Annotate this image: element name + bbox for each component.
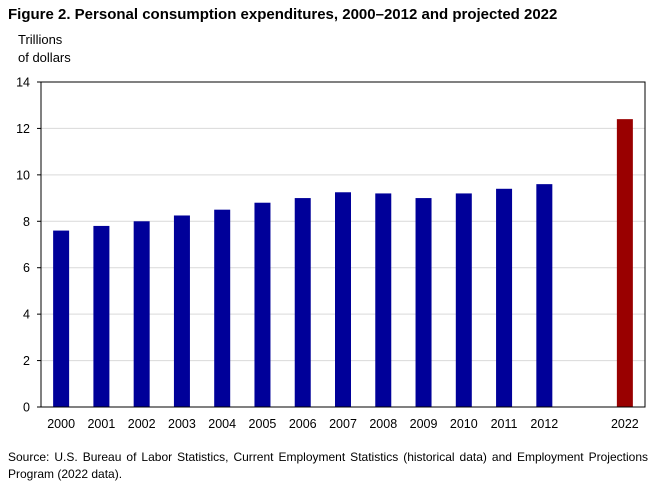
bar-2009 (415, 198, 432, 407)
bar-2002 (133, 221, 150, 407)
bar-2004 (214, 209, 231, 407)
y-axis-label-line-2: of dollars (18, 50, 71, 65)
bar-2007 (335, 192, 351, 407)
chart-title: Figure 2. Personal consumption expenditu… (8, 6, 558, 23)
source-note: Source: U.S. Bureau of Labor Statistics,… (8, 450, 648, 481)
x-tick-label: 2008 (369, 417, 397, 431)
axes (37, 81, 646, 408)
x-tick-label: 2005 (249, 417, 277, 431)
plot-frame (40, 81, 646, 408)
y-tick-label: 0 (23, 401, 30, 415)
x-tick-label: 2022 (611, 417, 639, 431)
bar-2006 (294, 198, 311, 407)
y-tick-label: 12 (16, 122, 30, 136)
bar-2012 (536, 184, 553, 407)
bar-2008 (375, 193, 392, 407)
y-axis-label-line-1: Trillions (18, 32, 63, 47)
x-tick-label: 2006 (289, 417, 317, 431)
x-tick-label: 2007 (329, 417, 357, 431)
x-tick-label: 2011 (491, 417, 518, 431)
y-axis-label: Trillions of dollars (18, 31, 71, 67)
y-tick-label: 6 (23, 261, 30, 275)
x-tick-label: 2003 (168, 417, 196, 431)
bar-2000 (53, 230, 70, 407)
bars (53, 119, 633, 408)
x-tick-label: 2010 (450, 417, 478, 431)
bar-2001 (93, 225, 110, 407)
x-tick-label: 2012 (530, 417, 558, 431)
tick-labels: 0 2 4 6 8 10 12 14 2000 2001 2002 2003 2004 2005 2006 2… (16, 76, 639, 432)
bar-2005 (254, 202, 271, 407)
y-tick-label: 14 (16, 76, 30, 90)
bar-chart: 0 2 4 6 8 10 12 14 2000 2001 2002 2003 2004 2005 2006 2… (16, 76, 646, 432)
x-tick-label: 2002 (128, 417, 156, 431)
x-tick-label: 2000 (47, 417, 75, 431)
x-tick-label: 2009 (410, 417, 438, 431)
bar-2011 (496, 188, 513, 407)
bar-2010 (455, 193, 472, 407)
x-tick-label: 2001 (87, 417, 115, 431)
y-tick-label: 4 (23, 308, 30, 322)
y-tick-label: 2 (23, 354, 30, 368)
y-tick-label: 8 (23, 215, 30, 229)
x-tick-label: 2004 (208, 417, 236, 431)
bar-2022 (616, 119, 633, 408)
bar-2003 (173, 215, 190, 407)
y-tick-label: 10 (16, 168, 30, 182)
